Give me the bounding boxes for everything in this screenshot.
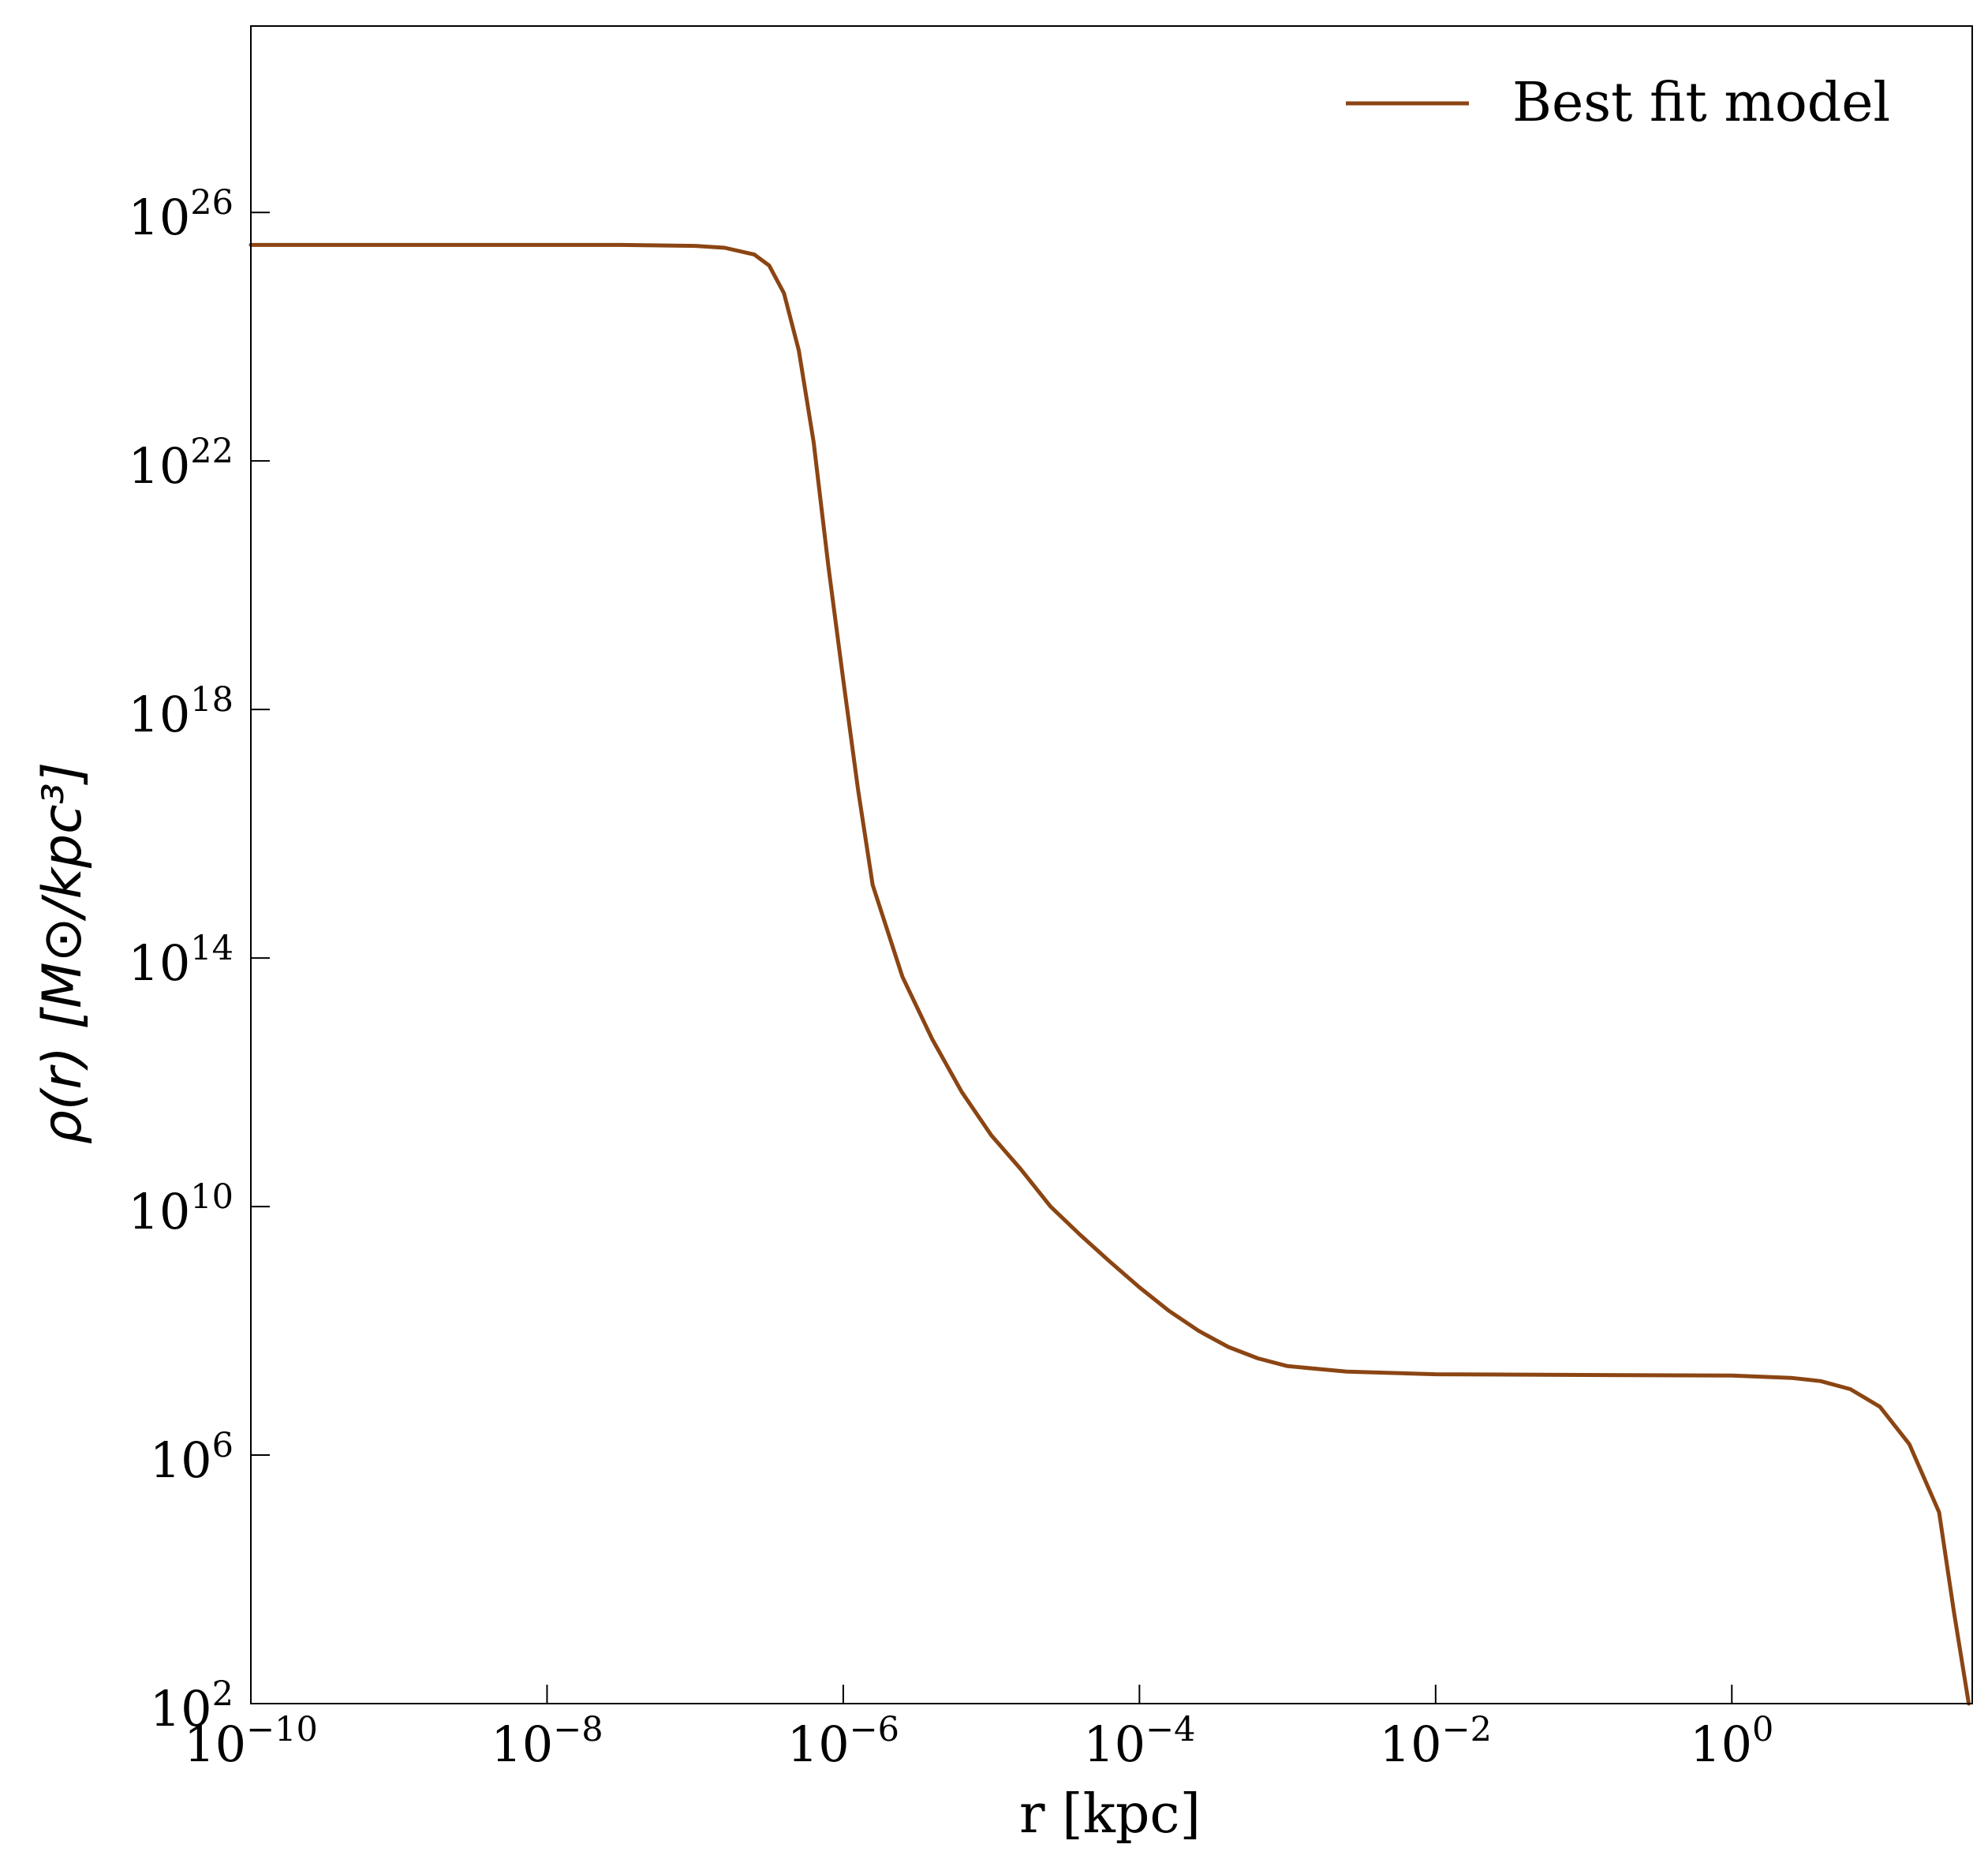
y-tick-label: 1018 (128, 680, 234, 743)
y-tick-label: 102 (150, 1674, 234, 1738)
y-tick-label: 1022 (128, 432, 234, 495)
x-tick-label: 100 (1690, 1710, 1773, 1773)
plot-area (248, 242, 1971, 1706)
x-axis-label: r [kpc] (1019, 1783, 1201, 1846)
x-tick-label: 10−6 (787, 1710, 899, 1773)
axes-frame (250, 25, 1973, 1704)
legend-label: Best fit model (1512, 72, 1890, 134)
y-tick-label: 1026 (128, 183, 234, 246)
series-line-best-fit-model (248, 242, 1971, 1706)
legend: Best fit model (1346, 72, 1890, 134)
x-tick-label: 10−8 (491, 1710, 603, 1773)
y-axis-label: ρ(r) [M⊙/kpc³] (32, 762, 94, 1145)
y-tick-label: 1010 (128, 1177, 234, 1240)
x-tick-label: 10−2 (1380, 1710, 1492, 1773)
x-tick-label: 10−4 (1083, 1710, 1195, 1773)
y-axis: 102 106 1010 1014 1018 1022 1026 (128, 183, 270, 1738)
y-tick-label: 106 (150, 1426, 234, 1489)
x-tick-label: 10−10 (184, 1710, 318, 1773)
x-axis: 10−10 10−8 10−6 10−4 10−2 100 (184, 1685, 1773, 1773)
y-tick-label: 1014 (128, 929, 234, 992)
